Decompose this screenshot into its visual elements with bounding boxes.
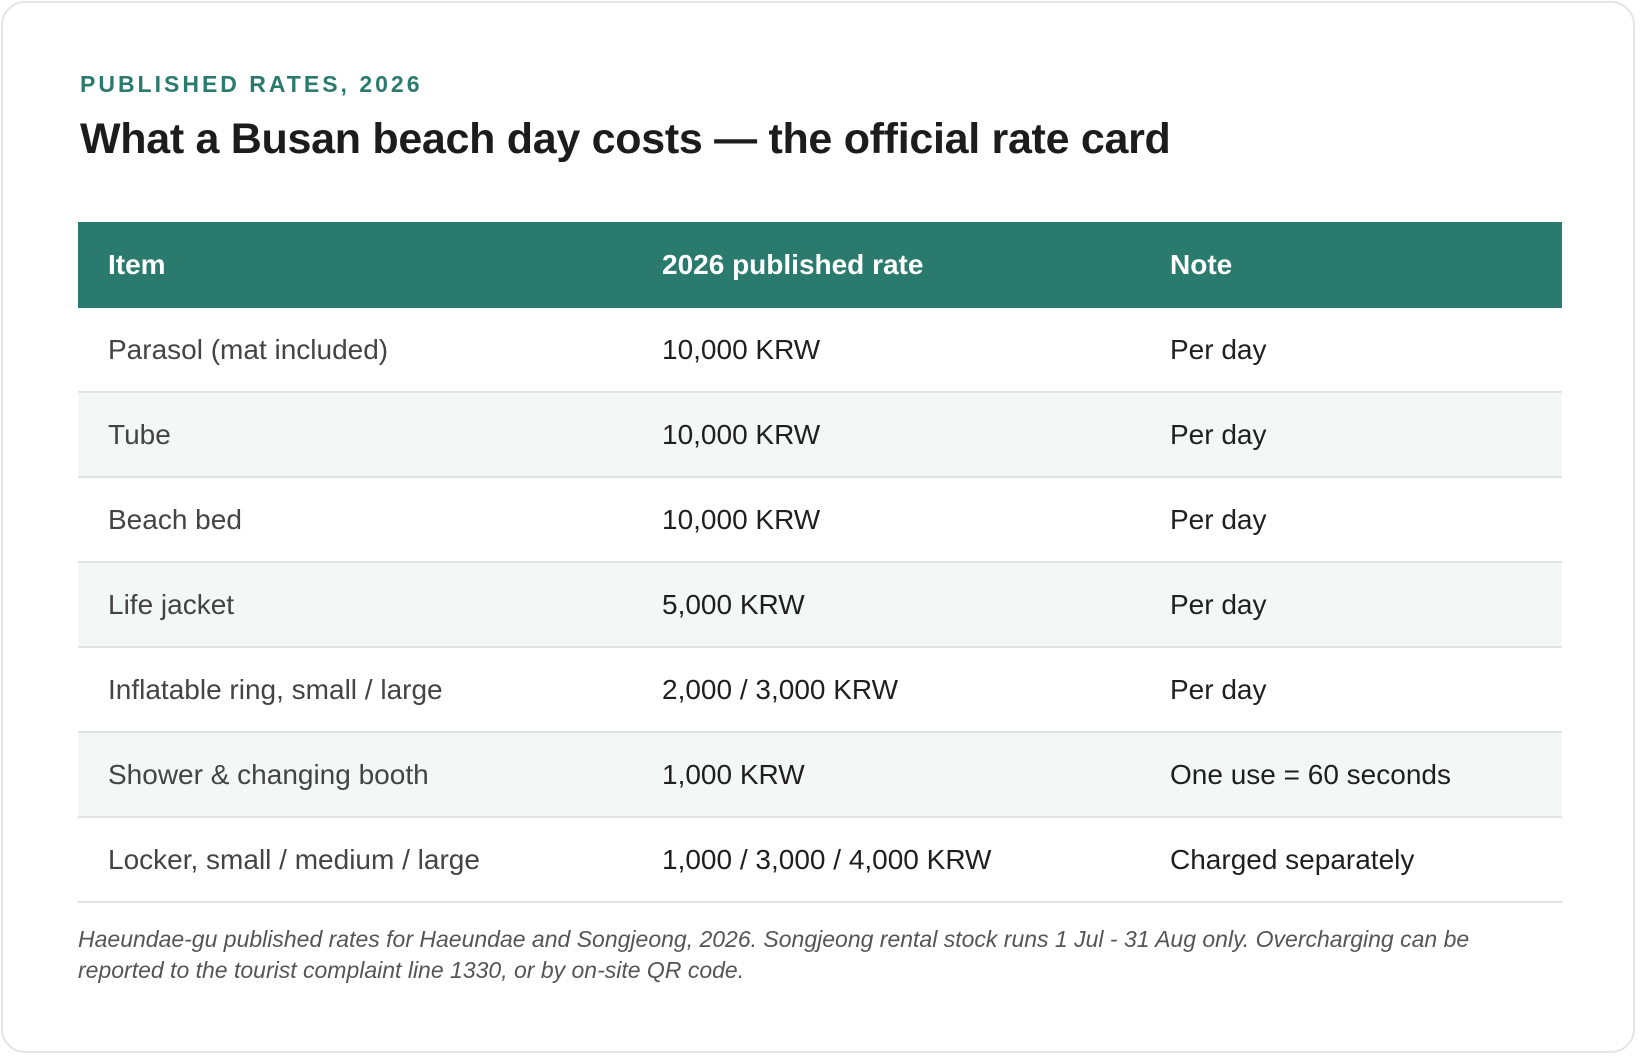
table-row: Beach bed 10,000 KRW Per day [78,477,1562,563]
cell-item: Shower & changing booth [78,732,632,818]
table-row: Parasol (mat included) 10,000 KRW Per da… [78,308,1562,393]
table-header-row: Item 2026 published rate Note [78,222,1562,308]
cell-rate: 5,000 KRW [632,562,1140,648]
cell-item: Beach bed [78,477,632,563]
header-item: Item [78,222,632,308]
cell-note: One use = 60 seconds [1140,732,1562,818]
source-footnote: Haeundae-gu published rates for Haeundae… [78,926,1470,983]
table-row: Tube 10,000 KRW Per day [78,392,1562,478]
table-row: Shower & changing booth 1,000 KRW One us… [78,732,1562,818]
cell-note: Per day [1140,392,1562,478]
header-note: Note [1140,222,1562,308]
cell-note: Per day [1140,562,1562,648]
cell-rate: 10,000 KRW [632,308,1140,393]
cell-item: Locker, small / medium / large [78,817,632,903]
header-rate: 2026 published rate [632,222,1140,308]
cell-note: Per day [1140,647,1562,733]
cell-note: Charged separately [1140,817,1562,903]
cell-item: Tube [78,392,632,478]
cell-rate: 2,000 / 3,000 KRW [632,647,1140,733]
cell-note: Per day [1140,308,1562,393]
cell-rate: 10,000 KRW [632,392,1140,478]
cell-rate: 1,000 KRW [632,732,1140,818]
cell-item: Life jacket [78,562,632,648]
cell-rate: 1,000 / 3,000 / 4,000 KRW [632,817,1140,903]
rate-table: Item 2026 published rate Note Parasol (m… [78,222,1562,903]
eyebrow-label: PUBLISHED RATES, 2026 [80,71,423,97]
cell-rate: 10,000 KRW [632,477,1140,563]
table-row: Locker, small / medium / large 1,000 / 3… [78,817,1562,903]
cell-item: Parasol (mat included) [78,308,632,393]
table-row: Inflatable ring, small / large 2,000 / 3… [78,647,1562,733]
cell-item: Inflatable ring, small / large [78,647,632,733]
table-row: Life jacket 5,000 KRW Per day [78,562,1562,648]
cell-note: Per day [1140,477,1562,563]
page-title: What a Busan beach day costs — the offic… [80,115,1171,163]
